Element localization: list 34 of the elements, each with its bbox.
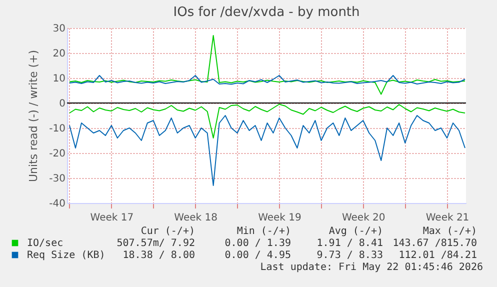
text: Cur (-/+) xyxy=(140,226,195,237)
text: Last update: Fri May 22 01:45:46 2026 xyxy=(260,262,483,273)
y-tick-label: 20 xyxy=(52,48,66,60)
y-tick-label: 30 xyxy=(52,24,66,34)
y-tick-label: -30 xyxy=(49,174,66,184)
chart-title: IOs for /dev/xvda - by month xyxy=(173,5,360,20)
y-tick-label: -20 xyxy=(49,148,66,160)
text: 0.00 / 1.39 xyxy=(224,238,291,249)
legend-label: IO/sec xyxy=(27,238,64,249)
text: 507.57m/ 7.92 xyxy=(116,238,195,249)
text: 112.01 /84.21 xyxy=(398,250,477,261)
text: 18.38 / 8.00 xyxy=(122,250,195,261)
line-series xyxy=(68,75,466,85)
text: 143.67 /815.70 xyxy=(392,238,477,249)
line-series xyxy=(68,35,466,95)
y-tick-label: 0 xyxy=(59,98,66,110)
text: Avg (-/+) xyxy=(328,226,383,237)
legend-label: Req Size (KB) xyxy=(27,250,106,261)
y-axis-title: Units read (-) / write (+) xyxy=(27,50,40,182)
x-tick-label: Week 20 xyxy=(342,212,386,224)
x-tick-label: Week 19 xyxy=(258,212,302,224)
text: 0.00 / 4.95 xyxy=(224,250,291,261)
y-tick-label: 10 xyxy=(52,74,66,84)
text: 1.91 / 8.41 xyxy=(316,238,383,249)
line-series xyxy=(68,115,466,186)
text: Max (-/+) xyxy=(422,226,477,237)
x-tick-label: Week 18 xyxy=(174,212,218,224)
line-series xyxy=(68,104,466,138)
y-tick-label: -40 xyxy=(49,198,66,210)
text: 9.73 / 8.33 xyxy=(316,250,383,261)
text: Min (-/+) xyxy=(236,226,291,237)
x-tick-label: Week 21 xyxy=(426,212,470,224)
x-tick-label: Week 17 xyxy=(90,212,134,224)
y-tick-label: -10 xyxy=(49,124,66,134)
